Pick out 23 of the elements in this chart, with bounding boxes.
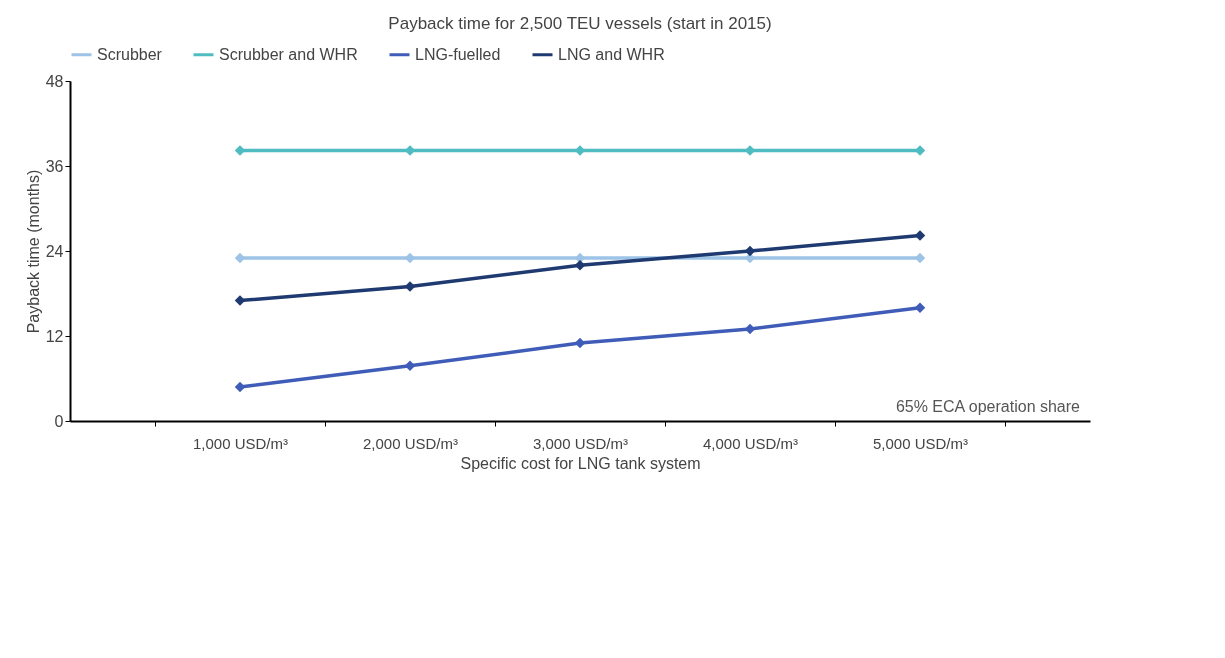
y-tick-label: 24: [45, 242, 64, 260]
y-tick-label: 12: [45, 327, 64, 345]
y-tick-label: 0: [54, 412, 64, 430]
point: [404, 281, 416, 292]
point: [234, 295, 246, 306]
x-tick-label: 3,000 USD/m³: [532, 434, 629, 452]
legend-label: LNG and WHR: [558, 45, 665, 63]
y-axis-title: Payback time (months): [24, 169, 42, 334]
legend-label: LNG-fuelled: [415, 45, 501, 63]
legend-label: Scrubber and WHR: [219, 45, 358, 63]
legend-label: Scrubber: [97, 45, 163, 63]
x-tick-label: 5,000 USD/m³: [872, 434, 969, 452]
x-tick-label: 2,000 USD/m³: [362, 434, 459, 452]
chart-title: Payback time for 2,500 TEU vessels (start in 2015): [388, 14, 772, 33]
point: [914, 230, 926, 241]
point: [914, 302, 926, 313]
x-tick-label: 1,000 USD/m³: [192, 434, 289, 452]
x-axis-title: Specific cost for LNG tank system: [460, 454, 701, 472]
y-tick-label: 36: [45, 157, 64, 175]
point: [404, 360, 416, 371]
annotation: 65% ECA operation share: [895, 398, 1081, 415]
x-tick-label: 4,000 USD/m³: [702, 434, 799, 452]
y-tick-label: 48: [45, 72, 64, 90]
